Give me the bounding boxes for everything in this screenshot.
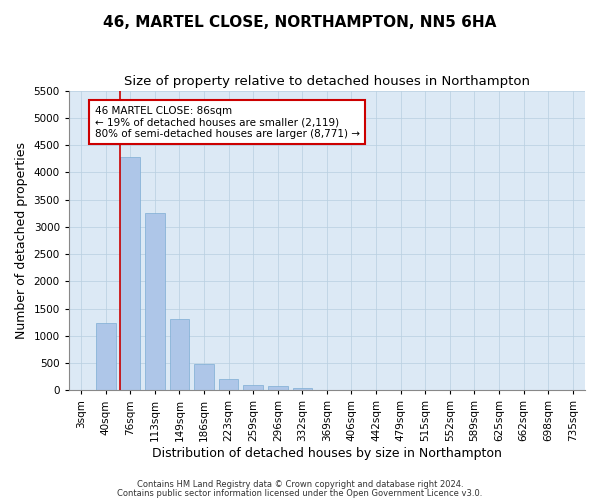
Text: Contains public sector information licensed under the Open Government Licence v3: Contains public sector information licen… xyxy=(118,489,482,498)
Text: 46, MARTEL CLOSE, NORTHAMPTON, NN5 6HA: 46, MARTEL CLOSE, NORTHAMPTON, NN5 6HA xyxy=(103,15,497,30)
Bar xyxy=(219,380,238,390)
Title: Size of property relative to detached houses in Northampton: Size of property relative to detached ho… xyxy=(124,75,530,88)
Bar xyxy=(96,322,116,390)
Y-axis label: Number of detached properties: Number of detached properties xyxy=(15,142,28,339)
Text: Contains HM Land Registry data © Crown copyright and database right 2024.: Contains HM Land Registry data © Crown c… xyxy=(137,480,463,489)
X-axis label: Distribution of detached houses by size in Northampton: Distribution of detached houses by size … xyxy=(152,447,502,460)
Bar xyxy=(268,386,287,390)
Text: 46 MARTEL CLOSE: 86sqm
← 19% of detached houses are smaller (2,119)
80% of semi-: 46 MARTEL CLOSE: 86sqm ← 19% of detached… xyxy=(95,106,359,138)
Bar xyxy=(244,385,263,390)
Bar xyxy=(194,364,214,390)
Bar xyxy=(145,213,164,390)
Bar xyxy=(121,157,140,390)
Bar xyxy=(293,388,312,390)
Bar xyxy=(170,320,189,390)
